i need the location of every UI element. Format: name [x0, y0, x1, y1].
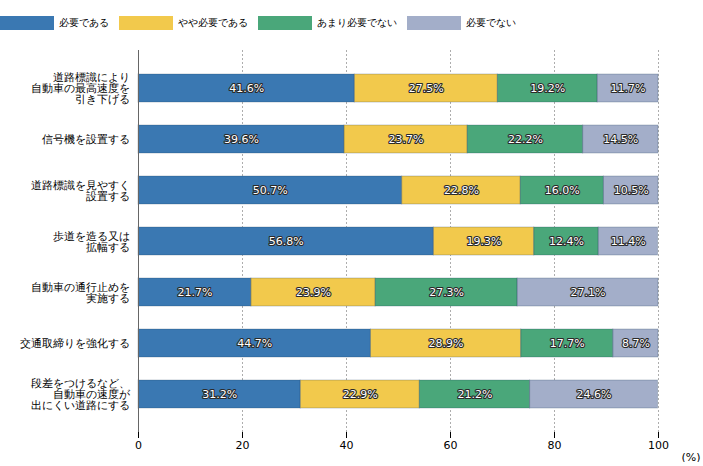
svg-text:80: 80	[548, 439, 562, 452]
svg-text:道路標識により自動車の最高速度を引き下げる: 道路標識により自動車の最高速度を引き下げる	[31, 71, 130, 106]
svg-text:14.5%: 14.5%	[603, 133, 638, 146]
svg-text:60: 60	[444, 439, 458, 452]
svg-text:39.6%: 39.6%	[224, 133, 259, 146]
html-text:必要である: 必要である	[59, 15, 109, 29]
svg-text:44.7%: 44.7%	[237, 337, 272, 350]
svg-text:21.2%: 21.2%	[457, 388, 492, 401]
svg-text:段差をつけるなど、自動車の速度が出にくい道路にする: 段差をつけるなど、自動車の速度が出にくい道路にする	[31, 377, 131, 412]
svg-text:22.9%: 22.9%	[343, 388, 378, 401]
svg-text:22.2%: 22.2%	[508, 133, 543, 146]
svg-text:自動車の通行止めを実施する: 自動車の通行止めを実施する	[31, 281, 130, 305]
svg-text:100: 100	[648, 439, 669, 452]
svg-text:50.7%: 50.7%	[253, 184, 288, 197]
svg-text:交通取締りを強化する: 交通取締りを強化する	[20, 337, 130, 350]
svg-text:19.2%: 19.2%	[530, 82, 565, 95]
svg-text:12.4%: 12.4%	[549, 235, 584, 248]
svg-text:24.6%: 24.6%	[577, 388, 612, 401]
svg-text:23.9%: 23.9%	[296, 286, 331, 299]
svg-text:17.7%: 17.7%	[550, 337, 585, 350]
svg-text:8.7%: 8.7%	[622, 337, 650, 350]
svg-text:31.2%: 31.2%	[202, 388, 237, 401]
svg-text:11.4%: 11.4%	[611, 235, 646, 248]
svg-text:20: 20	[236, 439, 250, 452]
svg-text:0: 0	[135, 439, 142, 452]
svg-text:16.0%: 16.0%	[545, 184, 580, 197]
svg-text:10.5%: 10.5%	[614, 184, 649, 197]
svg-text:11.7%: 11.7%	[611, 82, 646, 95]
svg-text:27.5%: 27.5%	[409, 82, 444, 95]
svg-text:22.8%: 22.8%	[444, 184, 479, 197]
html-text:あまり必要でない: あまり必要でない	[317, 15, 397, 29]
svg-text:道路標識を見やすく設置する: 道路標識を見やすく設置する	[31, 179, 130, 203]
svg-text:28.9%: 28.9%	[429, 337, 464, 350]
svg-text:19.3%: 19.3%	[467, 235, 502, 248]
svg-text:56.8%: 56.8%	[269, 235, 304, 248]
svg-text:(%): (%)	[681, 451, 700, 463]
html-text:やや必要である: やや必要である	[178, 15, 248, 29]
svg-text:信号機を設置する: 信号機を設置する	[42, 133, 130, 146]
svg-text:21.7%: 21.7%	[177, 286, 212, 299]
svg-text:27.3%: 27.3%	[429, 286, 464, 299]
svg-text:23.7%: 23.7%	[389, 133, 424, 146]
svg-text:40: 40	[340, 439, 354, 452]
svg-text:41.6%: 41.6%	[229, 82, 264, 95]
svg-text:27.1%: 27.1%	[571, 286, 606, 299]
html-text:必要でない: 必要でない	[466, 15, 516, 29]
svg-text:歩道を造る又は拡幅する: 歩道を造る又は拡幅する	[53, 230, 130, 254]
